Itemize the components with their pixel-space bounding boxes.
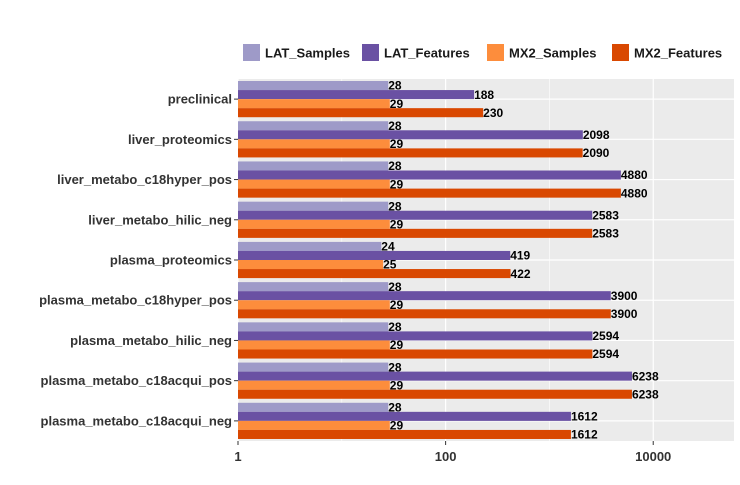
data-label: 28 xyxy=(388,159,402,173)
legend-key xyxy=(487,44,504,61)
bar-lat-features xyxy=(238,90,475,100)
data-label: 422 xyxy=(511,267,531,281)
data-label: 28 xyxy=(388,79,402,93)
bars xyxy=(238,81,632,439)
bar-lat-features xyxy=(238,371,632,381)
data-label: 4880 xyxy=(621,186,648,200)
bar-mx2-features xyxy=(238,349,593,359)
category-label: plasma_metabo_c18hyper_pos xyxy=(39,293,232,308)
bar-mx2-features xyxy=(238,389,632,399)
bar-mx2-features xyxy=(238,228,593,238)
bar-mx2-samples xyxy=(238,380,390,390)
data-label: 6238 xyxy=(632,387,659,401)
bar-mx2-samples xyxy=(238,99,390,109)
bar-lat-samples xyxy=(238,241,382,251)
data-label: 29 xyxy=(390,298,404,312)
data-label: 28 xyxy=(388,280,402,294)
data-label: 28 xyxy=(388,119,402,133)
bar-mx2-features xyxy=(238,108,484,118)
legend-label: LAT_Samples xyxy=(265,46,350,61)
data-label: 25 xyxy=(383,258,397,272)
data-label: 29 xyxy=(390,419,404,433)
x-tick-label: 10000 xyxy=(635,449,671,464)
legend-label: LAT_Features xyxy=(384,46,470,61)
legend-key xyxy=(243,44,260,61)
category-label: liver_metabo_hilic_neg xyxy=(88,212,232,227)
bar-mx2-samples xyxy=(238,420,390,430)
category-label: liver_metabo_c18hyper_pos xyxy=(57,172,232,187)
category-label: liver_proteomics xyxy=(128,132,232,147)
legend-label: MX2_Samples xyxy=(509,46,596,61)
bar-lat-samples xyxy=(238,81,389,91)
x-tick-label: 100 xyxy=(435,449,457,464)
bar-lat-samples xyxy=(238,282,389,292)
bar-mx2-samples xyxy=(238,300,390,310)
data-label: 2583 xyxy=(592,227,619,241)
data-label: 3900 xyxy=(611,289,638,303)
data-label: 29 xyxy=(390,97,404,111)
data-label: 6238 xyxy=(632,369,659,383)
bar-lat-features xyxy=(238,411,571,421)
data-label: 2594 xyxy=(592,329,619,343)
data-label: 29 xyxy=(390,137,404,151)
bar-lat-samples xyxy=(238,161,389,171)
data-label: 1612 xyxy=(571,428,598,442)
category-label: plasma_metabo_hilic_neg xyxy=(70,333,232,348)
bar-mx2-features xyxy=(238,309,611,319)
bar-lat-samples xyxy=(238,322,389,332)
data-label: 29 xyxy=(390,378,404,392)
bar-lat-features xyxy=(238,210,593,220)
bar-lat-samples xyxy=(238,201,389,211)
data-label: 3900 xyxy=(611,307,638,321)
data-label: 1612 xyxy=(571,410,598,424)
data-label: 28 xyxy=(388,401,402,415)
data-label: 28 xyxy=(388,199,402,213)
data-label: 2098 xyxy=(583,128,610,142)
data-label: 2583 xyxy=(592,208,619,222)
bar-lat-samples xyxy=(238,402,389,412)
x-tick-label: 1 xyxy=(234,449,241,464)
legend-label: MX2_Features xyxy=(634,46,722,61)
data-label: 2594 xyxy=(592,347,619,361)
bar-lat-features xyxy=(238,130,583,140)
bar-mx2-samples xyxy=(238,139,390,149)
data-label: 2090 xyxy=(583,146,610,160)
category-label: plasma_proteomics xyxy=(110,253,232,268)
category-label: preclinical xyxy=(168,92,232,107)
bar-mx2-features xyxy=(238,148,583,158)
bar-lat-features xyxy=(238,331,593,341)
bar-lat-features xyxy=(238,170,621,180)
data-label: 419 xyxy=(510,249,530,263)
data-label: 29 xyxy=(390,218,404,232)
category-label: plasma_metabo_c18acqui_pos xyxy=(41,373,232,388)
bar-lat-samples xyxy=(238,362,389,372)
x-axis: 1 100 10000 xyxy=(234,441,671,464)
data-label: 28 xyxy=(388,360,402,374)
legend-key xyxy=(362,44,379,61)
legend: LAT_Samples LAT_Features MX2_Samples MX2_Fe… xyxy=(243,44,722,61)
bar-mx2-features xyxy=(238,188,621,198)
data-label: 24 xyxy=(381,240,395,254)
bar-mx2-samples xyxy=(238,179,390,189)
data-label: 188 xyxy=(474,88,494,102)
bar-mx2-features xyxy=(238,269,511,279)
bar-lat-samples xyxy=(238,121,389,131)
data-label: 4880 xyxy=(621,168,648,182)
data-label: 29 xyxy=(390,338,404,352)
data-label: 230 xyxy=(483,106,503,120)
data-label: 29 xyxy=(390,177,404,191)
data-label: 28 xyxy=(388,320,402,334)
bar-mx2-samples xyxy=(238,260,384,270)
y-axis: preclinical liver_proteomics liver_metabo_… xyxy=(39,92,238,428)
category-label: plasma_metabo_c18acqui_neg xyxy=(41,413,233,428)
data-labels: 28 188 29 230 28 2098 29 2090 28 4880 29 4880 28 2583… xyxy=(381,79,659,442)
legend-key xyxy=(612,44,629,61)
bar-lat-features xyxy=(238,250,511,260)
bar-mx2-samples xyxy=(238,219,390,229)
bar-mx2-features xyxy=(238,429,571,439)
bar-lat-features xyxy=(238,291,611,301)
bar-mx2-samples xyxy=(238,340,390,350)
